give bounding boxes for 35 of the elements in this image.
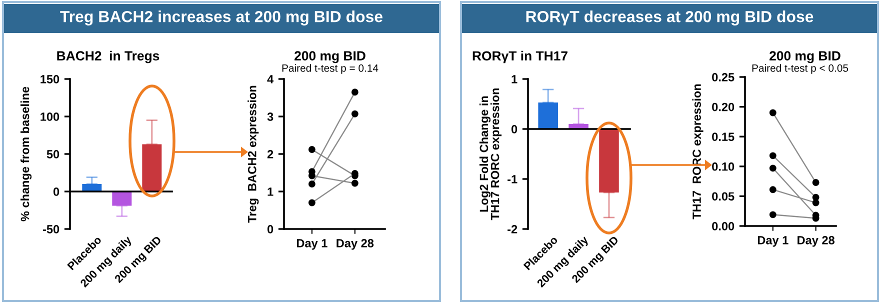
- chart-subtitle: RORγT in TH17: [472, 50, 568, 64]
- chart-title: 200 mg BID: [770, 51, 840, 64]
- x-tick-label: Day 28: [798, 236, 834, 247]
- y-tick-label: 0.25: [712, 73, 734, 82]
- y-tick-label: 0.00: [712, 222, 734, 230]
- y-tick-label: 0: [511, 125, 518, 134]
- y-tick-label: 0.05: [712, 192, 734, 201]
- y-tick-label: 1: [512, 75, 518, 84]
- x-tick-label: Day 28: [336, 239, 374, 250]
- chart-title: 200 mg BID: [294, 51, 366, 64]
- x-tick-label: Day 1: [296, 239, 328, 250]
- chart-subtitle: Paired t-test p < 0.05: [752, 64, 848, 74]
- y-axis-title: Treg BACH2 expression: [248, 86, 259, 223]
- y-tick-label: 2: [267, 150, 274, 158]
- y-tick-label: 0.15: [712, 132, 734, 141]
- y-tick-label: 50: [46, 150, 60, 158]
- y-tick-label: 0.10: [712, 162, 734, 171]
- y-axis-title: Log2 Fold Change in TH17 RORC expression: [479, 88, 502, 220]
- y-tick-label: 3: [267, 112, 274, 121]
- x-tick-label: Day 1: [758, 236, 788, 247]
- text: Treg BACH2 increases at 200 mg BID dose: [60, 10, 383, 26]
- text: RORγT decreases at 200 mg BID dose: [526, 10, 814, 26]
- y-tick-label: 0: [267, 225, 274, 234]
- y-tick-label: 0.20: [712, 102, 734, 112]
- y-tick-label: 1: [268, 188, 274, 196]
- y-tick-label: -50: [42, 225, 60, 234]
- chart-subtitle: Paired t-test p = 0.14: [282, 64, 378, 74]
- y-tick-label: 150: [40, 75, 60, 84]
- y-tick-label: -2: [508, 225, 518, 234]
- chart-subtitle: BACH2 in Tregs: [57, 50, 160, 64]
- y-tick-label: 4: [267, 75, 274, 84]
- y-tick-label: -1: [508, 175, 518, 184]
- y-tick-label: 0: [53, 188, 60, 196]
- y-axis-title: % change from baseline: [20, 86, 32, 222]
- y-tick-label: 100: [40, 112, 60, 121]
